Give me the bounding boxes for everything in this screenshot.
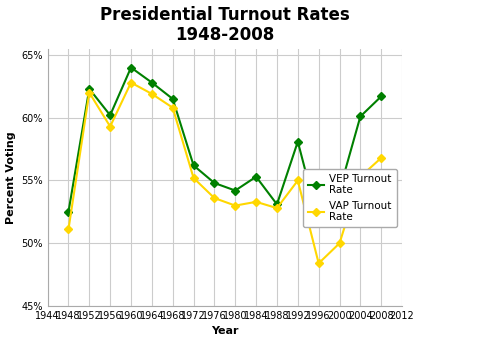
- VAP Turnout
Rate: [170, 106, 175, 110]
- VAP Turnout
Rate: [66, 227, 71, 232]
- Title: Presidential Turnout Rates
1948-2008: Presidential Turnout Rates 1948-2008: [100, 5, 350, 44]
- VEP Turnout
Rate: [190, 163, 196, 168]
- VAP Turnout
Rate: [316, 261, 322, 265]
- Line: VAP Turnout
Rate: VAP Turnout Rate: [66, 80, 384, 266]
- VEP Turnout
Rate: [86, 87, 92, 91]
- VAP Turnout
Rate: [190, 176, 196, 180]
- Y-axis label: Percent Voting: Percent Voting: [6, 131, 16, 224]
- VEP Turnout
Rate: [232, 188, 238, 193]
- VAP Turnout
Rate: [295, 179, 301, 183]
- VEP Turnout
Rate: [274, 202, 280, 207]
- VEP Turnout
Rate: [336, 188, 342, 193]
- VEP Turnout
Rate: [149, 80, 155, 84]
- VEP Turnout
Rate: [378, 94, 384, 98]
- VEP Turnout
Rate: [170, 97, 175, 101]
- VAP Turnout
Rate: [128, 80, 134, 84]
- Legend: VEP Turnout
Rate, VAP Turnout
Rate: VEP Turnout Rate, VAP Turnout Rate: [303, 169, 397, 227]
- VEP Turnout
Rate: [295, 140, 301, 144]
- VEP Turnout
Rate: [212, 181, 218, 185]
- VEP Turnout
Rate: [107, 113, 113, 117]
- VAP Turnout
Rate: [274, 206, 280, 210]
- Line: VEP Turnout
Rate: VEP Turnout Rate: [66, 65, 384, 225]
- VAP Turnout
Rate: [378, 156, 384, 160]
- X-axis label: Year: Year: [211, 327, 238, 337]
- VEP Turnout
Rate: [66, 210, 71, 214]
- VAP Turnout
Rate: [358, 175, 364, 179]
- VAP Turnout
Rate: [336, 241, 342, 245]
- VAP Turnout
Rate: [149, 92, 155, 96]
- VEP Turnout
Rate: [128, 65, 134, 69]
- VAP Turnout
Rate: [212, 196, 218, 200]
- VEP Turnout
Rate: [253, 175, 259, 179]
- VEP Turnout
Rate: [358, 115, 364, 119]
- VAP Turnout
Rate: [253, 200, 259, 204]
- VAP Turnout
Rate: [86, 91, 92, 95]
- VAP Turnout
Rate: [107, 124, 113, 129]
- VAP Turnout
Rate: [232, 203, 238, 208]
- VEP Turnout
Rate: [316, 220, 322, 224]
